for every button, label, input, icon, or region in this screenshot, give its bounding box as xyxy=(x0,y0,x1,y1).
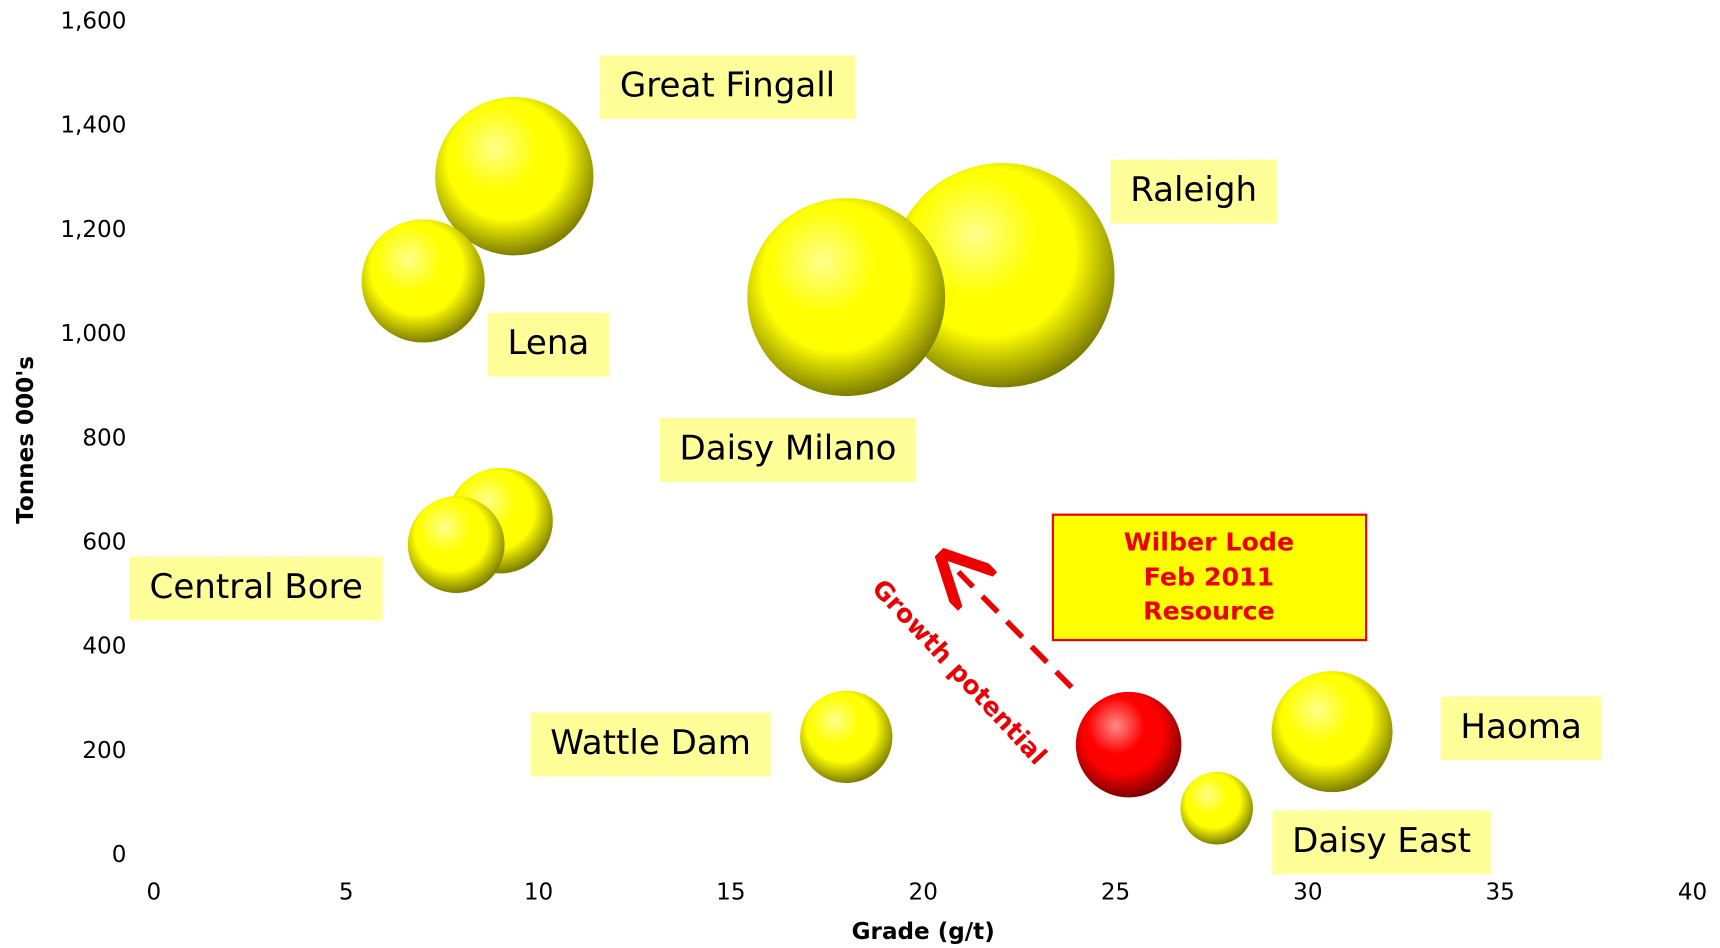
bubble-highlight xyxy=(1075,691,1182,798)
bubble-label: Daisy Milano xyxy=(680,428,897,468)
bubble-highlight xyxy=(747,198,946,397)
bubble-highlight xyxy=(1180,771,1253,845)
y-tick-label: 200 xyxy=(82,738,126,764)
x-tick-label: 0 xyxy=(147,880,162,906)
bubble-label: Wattle Dam xyxy=(550,723,751,763)
label-box xyxy=(129,556,383,621)
x-tick-label: 15 xyxy=(716,880,745,906)
bubble-highlight xyxy=(800,690,893,784)
bubble-highlight xyxy=(435,97,594,256)
x-tick-label: 35 xyxy=(1486,880,1515,906)
y-tick-label: 400 xyxy=(82,634,126,660)
label-box xyxy=(600,55,855,120)
bubble-highlight xyxy=(361,219,485,343)
x-axis-title: Grade (g/t) xyxy=(852,919,995,945)
label-box xyxy=(530,712,771,777)
x-tick-label: 40 xyxy=(1678,880,1707,906)
label-box xyxy=(659,418,917,482)
bubble-highlight xyxy=(407,496,505,593)
bubble-highlight xyxy=(1271,671,1393,793)
resource-text: Resource xyxy=(1143,597,1275,626)
y-tick-label: 600 xyxy=(82,530,126,556)
resource-text: Wilber Lode xyxy=(1124,527,1294,556)
label-box xyxy=(1272,810,1491,875)
x-tick-label: 5 xyxy=(339,880,354,906)
bubble-label: Raleigh xyxy=(1130,170,1257,210)
bubble-label: Haoma xyxy=(1460,707,1581,747)
x-tick-label: 30 xyxy=(1293,880,1322,906)
resource-box xyxy=(1051,513,1368,642)
x-tick-label: 20 xyxy=(909,880,938,906)
y-tick-label: 800 xyxy=(82,425,126,451)
y-tick-label: 1,400 xyxy=(60,113,126,139)
y-tick-label: 1,600 xyxy=(60,8,126,34)
x-tick-label: 25 xyxy=(1101,880,1130,906)
bubble-label: Daisy East xyxy=(1292,821,1471,861)
bubble-highlight xyxy=(890,163,1115,388)
bubble-label: Central Bore xyxy=(150,567,363,607)
resource-text: Feb 2011 xyxy=(1144,562,1275,591)
label-box xyxy=(487,312,610,377)
growth-arrow xyxy=(958,572,1074,690)
y-tick-label: 0 xyxy=(112,842,127,868)
bubble-label: Great Fingall xyxy=(620,66,835,106)
label-box xyxy=(1440,696,1602,761)
y-axis-title: Tonnes 000's xyxy=(13,356,39,524)
bubble-label: Lena xyxy=(508,323,590,363)
x-tick-label: 10 xyxy=(524,880,553,906)
y-tick-label: 1,000 xyxy=(60,321,126,347)
y-tick-label: 1,200 xyxy=(60,217,126,243)
arrow-text: Growth potential xyxy=(866,574,1052,771)
label-box xyxy=(1110,159,1277,224)
